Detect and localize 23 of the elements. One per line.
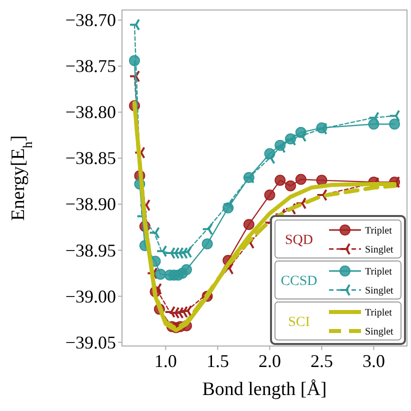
- y-tick-label: −39.00: [65, 286, 116, 306]
- annotation: CCSD: [280, 274, 318, 289]
- legend-label: Singlet: [365, 286, 394, 296]
- y-tick-label: −38.70: [65, 10, 116, 30]
- x-tick-label: 1.5: [206, 351, 229, 371]
- x-tick-label: 3.0: [362, 351, 385, 371]
- x-tick-label: 2.5: [310, 351, 333, 371]
- legend-label: Singlet: [365, 326, 394, 338]
- y-tick-label: −38.90: [65, 194, 116, 214]
- legend-label: Triplet: [365, 308, 392, 318]
- y-tick-label: −38.80: [65, 102, 116, 122]
- y-tick-label: −39.05: [65, 332, 116, 352]
- annotation: SQD: [284, 233, 314, 248]
- y-tick-label: −38.85: [65, 148, 116, 168]
- legend-label: Singlet: [365, 244, 394, 256]
- legend-label: Triplet: [365, 226, 392, 236]
- x-tick-label: 1.0: [154, 351, 177, 371]
- y-tick-label: −38.95: [65, 240, 116, 260]
- x-axis-title: Bond length [Å]: [202, 379, 327, 400]
- annotation: SCI: [288, 315, 310, 330]
- y-tick-label: −38.75: [65, 56, 116, 76]
- legend-label: Triplet: [365, 266, 392, 278]
- x-tick-label: 2.0: [258, 351, 281, 371]
